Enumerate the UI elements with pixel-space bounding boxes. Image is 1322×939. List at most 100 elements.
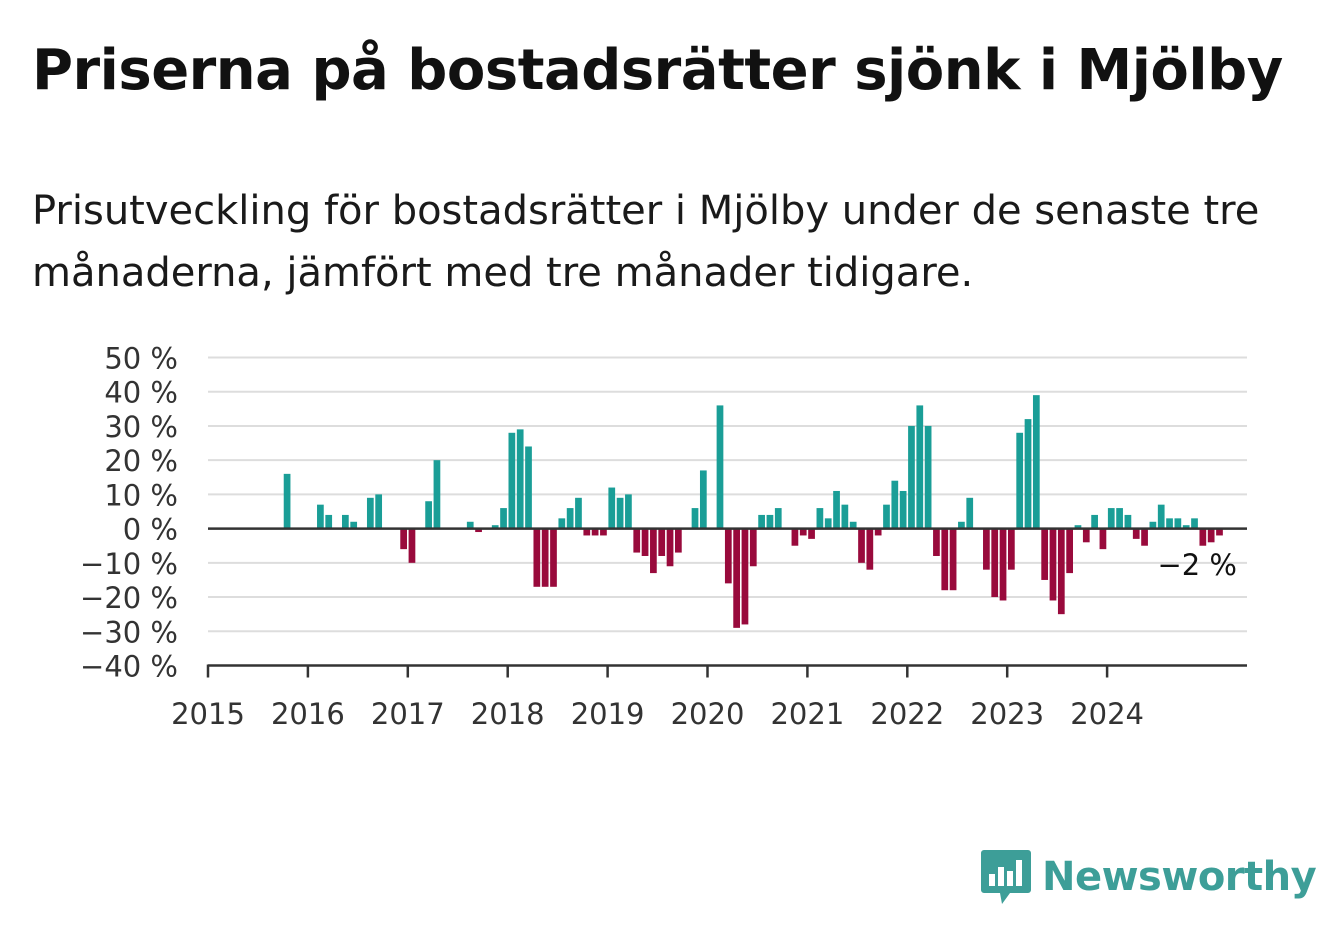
bar: [675, 528, 682, 553]
bar: [350, 521, 358, 529]
bar: [791, 528, 799, 546]
bar: [999, 528, 1007, 601]
bar: [841, 504, 849, 529]
bar: [608, 487, 616, 529]
bar: [550, 528, 557, 587]
bar: [466, 521, 474, 529]
bar: [941, 528, 949, 591]
bar: [1091, 514, 1098, 529]
bar: [741, 528, 749, 625]
bar: [874, 528, 882, 536]
bar: [1182, 525, 1190, 529]
bar: [1016, 432, 1024, 529]
bar: [1099, 528, 1107, 550]
bar: [766, 514, 774, 529]
bar: [1149, 521, 1157, 529]
bar: [899, 490, 907, 529]
bar: [1066, 528, 1073, 574]
bar: [600, 528, 607, 536]
bar: [1032, 395, 1040, 529]
brand-name: Newsworthy: [1042, 854, 1317, 900]
bar: [500, 508, 507, 529]
last-value-label: −2 %: [1157, 548, 1237, 582]
bar: [1057, 528, 1065, 615]
bar: [508, 432, 516, 529]
bar: [1049, 528, 1057, 601]
y-tick-label: 10 %: [104, 478, 178, 512]
bar: [433, 460, 441, 529]
brand-logo: Newsworthy: [980, 848, 1317, 906]
y-tick-label: 0 %: [123, 513, 178, 547]
bar: [849, 521, 857, 529]
bar: [317, 504, 324, 529]
bar: [908, 425, 915, 529]
bar: [1074, 525, 1082, 529]
y-tick-label: 20 %: [104, 444, 178, 478]
bar: [1191, 518, 1198, 529]
bar: [625, 494, 632, 529]
bar: [691, 508, 699, 529]
x-tick-label: 2015: [171, 697, 245, 731]
y-tick-label: −40 %: [80, 650, 178, 684]
bar: [891, 480, 899, 529]
bar: [966, 497, 974, 529]
bar: [958, 521, 965, 529]
bar: [575, 497, 582, 529]
bar: [408, 528, 416, 563]
bar: [475, 528, 482, 533]
bar: [933, 528, 940, 556]
bar: [1207, 528, 1215, 543]
bar: [1124, 514, 1132, 529]
bar: [400, 528, 407, 550]
bar: [866, 528, 874, 570]
bar: [566, 508, 574, 529]
y-tick-label: −30 %: [80, 615, 178, 649]
x-tick-label: 2023: [970, 697, 1044, 731]
bar: [774, 508, 782, 529]
x-tick-label: 2020: [671, 697, 745, 731]
bar: [375, 494, 383, 529]
bar: [758, 514, 765, 529]
bar: [633, 528, 641, 553]
x-tick-label: 2024: [1070, 697, 1144, 731]
bar: [733, 528, 740, 628]
y-tick-label: −10 %: [80, 547, 178, 581]
x-tick-label: 2021: [770, 697, 844, 731]
chart-title: Priserna på bostadsrätter sjönk i Mjölby: [32, 38, 1283, 103]
bar: [1024, 419, 1032, 529]
bar: [1107, 508, 1115, 529]
x-tick-label: 2016: [271, 697, 345, 731]
bar: [949, 528, 957, 591]
bar: [425, 501, 432, 529]
bar: [724, 528, 732, 584]
y-tick-label: −20 %: [80, 581, 178, 615]
bar: [1216, 528, 1223, 536]
bar: [1116, 508, 1123, 529]
bar: [533, 528, 541, 587]
bar: [883, 504, 890, 529]
bar: [658, 528, 666, 556]
y-tick-label: 50 %: [104, 342, 178, 376]
bar: [1132, 528, 1140, 539]
bar: [924, 425, 932, 529]
bar: [1041, 528, 1049, 580]
bar: [833, 490, 840, 529]
x-tick-label: 2018: [471, 697, 545, 731]
bar: [983, 528, 990, 570]
x-tick-label: 2019: [571, 697, 645, 731]
bar: [799, 528, 807, 536]
x-tick-label: 2017: [371, 697, 445, 731]
bar: [591, 528, 599, 536]
bar: [366, 497, 374, 529]
bar: [1082, 528, 1090, 543]
chart-subtitle: Prisutveckling för bostadsrätter i Mjölb…: [32, 188, 1260, 296]
bar: [1174, 518, 1182, 529]
bar: [824, 518, 832, 529]
x-tick-label: 2022: [870, 697, 944, 731]
bar: [858, 528, 865, 563]
newsworthy-logo-icon: [981, 850, 1031, 904]
bar: [808, 528, 815, 539]
bar: [1166, 518, 1173, 529]
bar: [583, 528, 591, 536]
bar: [1141, 528, 1148, 546]
